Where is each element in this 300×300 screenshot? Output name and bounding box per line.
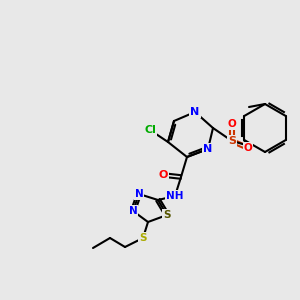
Text: N: N (190, 107, 200, 117)
Text: N: N (135, 189, 143, 199)
Text: Cl: Cl (144, 125, 156, 135)
Text: O: O (158, 170, 168, 180)
Text: N: N (129, 206, 137, 216)
Text: N: N (203, 144, 213, 154)
Text: S: S (163, 210, 171, 220)
Text: S: S (228, 136, 236, 146)
Text: S: S (139, 233, 147, 243)
Text: O: O (244, 143, 252, 153)
Text: NH: NH (166, 191, 184, 201)
Text: O: O (228, 119, 236, 129)
